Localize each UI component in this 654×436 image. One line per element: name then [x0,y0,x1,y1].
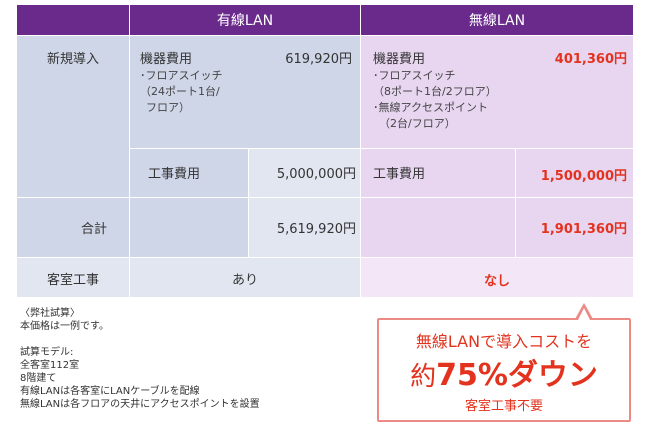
header-wired: 有線LAN [130,5,360,35]
wired-equipment-detail: ･フロアスイッチ （24ポート1台/ フロア） [140,69,223,114]
row-total-label: 合計 [80,222,107,237]
row-total-label-cell: 合計 [17,198,129,257]
callout-pointer-inner [578,308,590,320]
wired-room-work: あり [231,273,258,288]
notes: 〈弊社試算〉 本価格は一例です。 試算モデル: 全客室112室 8階建て 有線L… [20,308,260,410]
wireless-room-work: なし [483,274,510,289]
wired-total-cost-cell: 5,619,920円 [249,198,360,257]
callout-prefix: 約 [410,362,437,392]
wired-construction-title-cell: 工事費用 [130,149,248,197]
wired-total-cost: 5,619,920円 [276,222,356,237]
row-room-label: 客室工事 [47,273,100,288]
wireless-equipment-cost: 401,360円 [554,52,627,67]
wireless-equipment-detail: ･フロアスイッチ （8ポート1台/2フロア） ･無線アクセスポイント （2台/フ… [373,69,497,130]
callout-line1: 無線LANで導入コストを [415,332,593,351]
wired-equipment-title: 機器費用 [140,52,193,67]
wireless-construction-title: 工事費用 [373,167,426,182]
wired-construction-title: 工事費用 [148,167,201,182]
wired-construction-cost-cell: 5,000,000円 [249,149,360,197]
wired-equipment-cost: 619,920円 [285,52,352,67]
header-spacer [17,5,129,35]
wireless-construction-title-cell: 工事費用 [361,149,515,197]
wireless-room-cell: なし [361,258,633,297]
header-wireless: 無線LAN [361,5,633,35]
wired-construction-cost: 5,000,000円 [276,167,356,182]
wired-total-spacer [130,198,248,257]
wireless-total-cost-cell: 1,901,360円 [516,198,633,257]
wireless-construction-cost: 1,500,000円 [540,169,627,184]
callout-highlight: 75%ダウン [436,358,598,393]
wireless-equipment-cell: 機器費用 ･フロアスイッチ （8ポート1台/2フロア） ･無線アクセスポイント … [361,36,633,148]
callout-box: 無線LANで導入コストを 約75%ダウン 客室工事不要 [377,318,631,422]
wireless-total-cost: 1,901,360円 [540,222,627,237]
row-intro-label-cell: 新規導入 [17,36,129,197]
wired-equipment-cell: 機器費用 ･フロアスイッチ （24ポート1台/ フロア） 619,920円 [130,36,360,148]
row-room-label-cell: 客室工事 [17,258,129,297]
wireless-equipment-title: 機器費用 [373,52,426,67]
wired-room-cell: あり [130,258,360,297]
wireless-construction-cost-cell: 1,500,000円 [516,149,633,197]
wireless-total-spacer [361,198,515,257]
callout-line3: 客室工事不要 [464,399,543,414]
row-intro-label: 新規導入 [47,52,100,67]
callout-line2: 約75%ダウン [379,350,629,394]
